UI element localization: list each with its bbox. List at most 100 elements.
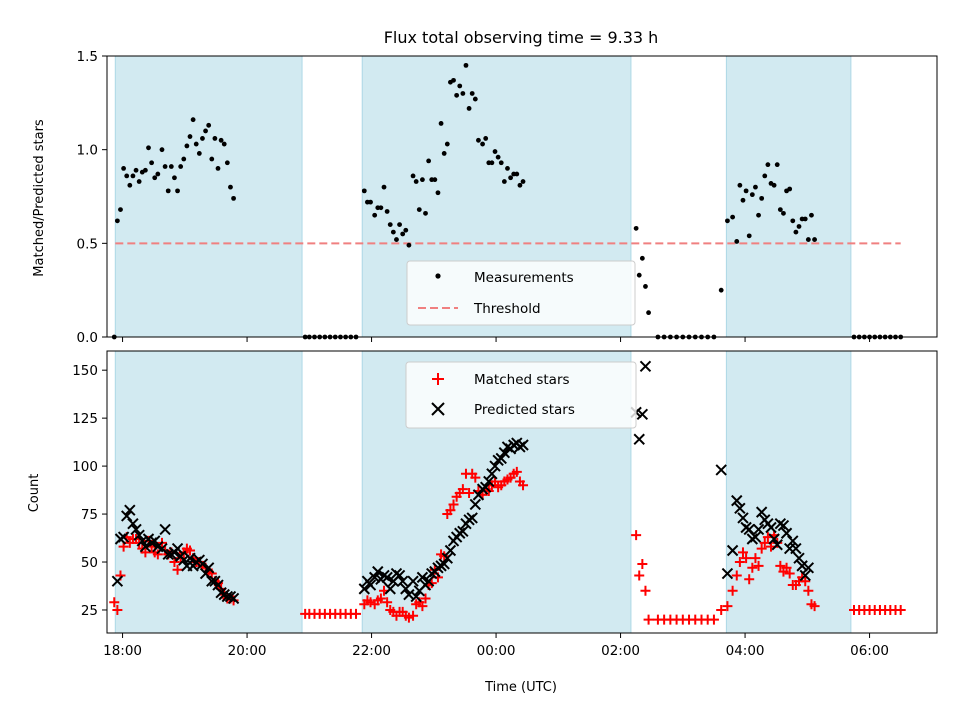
measurement-point [212,136,218,141]
observing-interval [725,350,852,634]
matched-point [140,547,151,558]
measurement-point [432,177,438,183]
measurement-point [492,149,498,154]
measurement-point [387,222,393,228]
measurement-point [508,175,513,181]
measurement-point [765,162,771,168]
measurement-point [520,179,526,184]
matched-point [518,480,529,491]
measurement-point [749,192,755,198]
measurement-point [118,207,123,213]
measurement-point [517,182,523,188]
measurement-point [184,143,190,149]
measurement-point [196,151,202,156]
matched-point [781,562,792,573]
observing-interval [114,55,303,338]
matched-point [803,585,814,596]
predicted-point [734,502,746,515]
matched-point [809,601,820,612]
legend-predicted-label: Predicted stars [474,402,575,418]
measurement-point [410,173,416,179]
y-tick-label: 1.5 [77,49,98,65]
measurement-point [793,229,799,235]
measurement-point [133,167,139,173]
predicted-point [799,569,811,582]
measurement-point [771,182,777,188]
predicted-point [793,552,805,564]
predicted-point [124,504,136,516]
predicted-point [489,460,501,472]
measurement-point [127,182,133,188]
predicted-point [202,562,215,574]
matched-point [727,585,738,596]
measurement-point [643,284,648,289]
matched-point [731,570,742,581]
predicted-point [221,590,234,603]
measurement-point [498,160,504,166]
matched-point [716,604,727,615]
bottom-legend-box [405,361,637,429]
measurement-point [454,92,460,98]
measurement-point [381,184,387,190]
measurement-point [231,195,236,201]
y-tick-label: 0.0 [77,330,98,346]
measurement-point [457,83,463,89]
predicted-point [162,548,174,561]
predicted-point [422,575,435,587]
measurement-point [142,167,148,173]
measurement-point [423,210,428,216]
measurement-point [124,173,130,179]
legend-measurements-marker [435,273,441,279]
measurement-point [218,137,224,143]
measurement-point [200,136,205,141]
predicted-point [752,523,765,536]
measurement-point [718,287,724,293]
predicted-point [755,506,768,518]
measurement-point [228,184,233,190]
predicted-point [790,542,802,555]
predicted-point [796,560,808,572]
predicted-point [416,571,429,584]
matched-point [457,484,468,495]
predicted-point [715,464,727,476]
bottom-legend: Matched stars Predicted stars [405,361,637,429]
measurement-point [514,171,520,177]
predicted-point [777,519,790,532]
predicted-point [457,525,469,538]
measurement-point [397,222,402,228]
matched-point [775,560,786,571]
measurement-point [413,179,419,184]
measurement-point [501,179,507,184]
observing-interval [114,350,303,634]
top-y-axis-label: Matched/Predicted stars [32,119,47,277]
matched-point [464,487,475,498]
predicted-point [136,535,148,547]
y-tick-label: 150 [72,363,98,379]
measurement-point [190,117,196,123]
matched-point [722,601,733,612]
predicted-point [407,575,419,587]
predicted-point [171,542,184,555]
plot-frame [106,55,938,338]
measurement-point [472,96,478,102]
matched-point [759,537,770,548]
predicted-point [212,579,224,591]
measurement-point [633,225,639,231]
predicted-point [486,468,498,480]
predicted-point [133,529,145,541]
measurement-point [136,179,142,184]
matched-point [747,562,758,573]
top-legend-box [406,260,636,326]
x-tick-label: 00:00 [477,643,516,659]
measurement-point [787,186,793,192]
x-axis-label: Time (UTC) [484,680,557,695]
measurement-point [466,106,472,111]
predicted-point [441,552,454,564]
measurement-point [809,212,814,218]
measurement-point [451,77,456,83]
measurement-point [737,182,743,188]
predicted-point [139,540,152,553]
predicted-point [749,531,762,543]
measurement-point [463,62,469,68]
measurement-point [378,205,384,211]
